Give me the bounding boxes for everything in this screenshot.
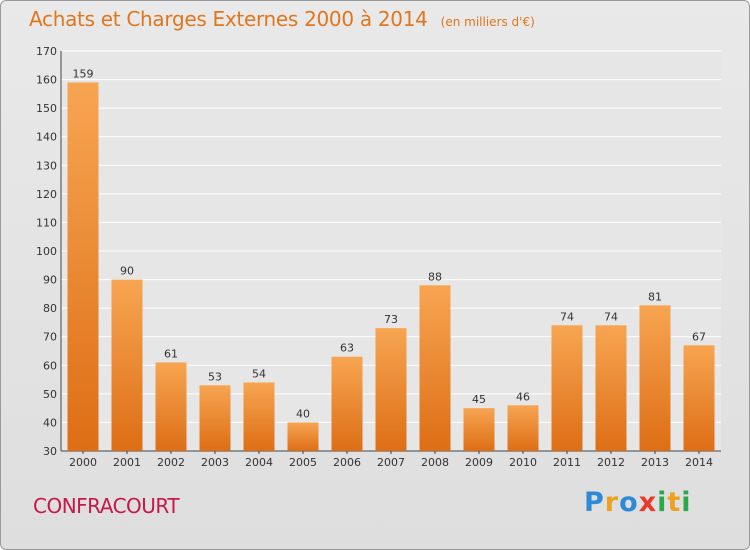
data-label: 90 xyxy=(120,265,134,278)
bar xyxy=(463,408,495,451)
data-label: 54 xyxy=(252,367,266,380)
y-tick-label: 70 xyxy=(43,331,57,344)
x-tick-label: 2007 xyxy=(377,456,405,469)
y-tick-label: 130 xyxy=(36,159,57,172)
y-tick-label: 170 xyxy=(36,45,57,58)
bars xyxy=(67,82,715,451)
chart-title: Achats et Charges Externes 2000 à 2014 xyxy=(29,7,428,31)
proxiti-logo: Proxiti xyxy=(584,487,692,518)
bar xyxy=(331,356,363,451)
y-tick-label: 120 xyxy=(36,188,57,201)
y-tick-label: 80 xyxy=(43,302,57,315)
x-tick-label: 2012 xyxy=(597,456,625,469)
data-label: 61 xyxy=(164,347,178,360)
data-label: 63 xyxy=(340,342,354,355)
data-labels: 159 90 61 53 54 40 63 73 88 45 46 74 74 81 67 xyxy=(73,67,707,420)
logo-letter: i xyxy=(681,487,692,518)
x-tick-label: 2009 xyxy=(465,456,493,469)
x-tick-label: 2013 xyxy=(641,456,669,469)
data-label: 40 xyxy=(296,407,310,420)
data-label: 46 xyxy=(516,390,530,403)
bar xyxy=(67,82,99,451)
x-tick-label: 2002 xyxy=(157,456,185,469)
bar xyxy=(199,385,231,451)
x-tick-label: 2001 xyxy=(113,456,141,469)
data-label: 74 xyxy=(604,310,618,323)
data-label: 88 xyxy=(428,270,442,283)
logo-letter: P xyxy=(584,487,605,518)
x-tick-label: 2011 xyxy=(553,456,581,469)
bar xyxy=(287,422,319,451)
x-tick-label: 2000 xyxy=(69,456,97,469)
x-tick-label: 2003 xyxy=(201,456,229,469)
commune-name: CONFRACOURT xyxy=(33,494,180,518)
x-tick-label: 2014 xyxy=(685,456,713,469)
bar xyxy=(111,279,143,451)
data-label: 73 xyxy=(384,313,398,326)
bar xyxy=(155,362,187,451)
chart-title-block: Achats et Charges Externes 2000 à 2014 (… xyxy=(29,7,535,31)
x-tick-label: 2004 xyxy=(245,456,273,469)
bar xyxy=(551,325,583,451)
y-tick-label: 50 xyxy=(43,388,57,401)
y-tick-label: 160 xyxy=(36,74,57,87)
bar xyxy=(507,405,539,451)
data-label: 81 xyxy=(648,290,662,303)
y-tick-label: 60 xyxy=(43,359,57,372)
x-tick-label: 2008 xyxy=(421,456,449,469)
y-tick-label: 140 xyxy=(36,131,57,144)
bar xyxy=(243,382,275,451)
y-tick-label: 100 xyxy=(36,245,57,258)
bar xyxy=(683,345,715,451)
y-tick-label: 40 xyxy=(43,416,57,429)
bar xyxy=(419,285,451,451)
bar xyxy=(639,305,671,451)
data-label: 67 xyxy=(692,330,706,343)
logo-letter: x xyxy=(638,487,658,518)
data-label: 45 xyxy=(472,393,486,406)
y-tick-label: 30 xyxy=(43,445,57,458)
x-tick-label: 2010 xyxy=(509,456,537,469)
bar xyxy=(595,325,627,451)
y-tick-label: 150 xyxy=(36,102,57,115)
data-label: 74 xyxy=(560,310,574,323)
logo-letter: t xyxy=(667,487,682,518)
y-tick-label: 90 xyxy=(43,274,57,287)
x-tick-label: 2005 xyxy=(289,456,317,469)
chart-subtitle: (en milliers d'€) xyxy=(440,15,535,29)
logo-letter: r xyxy=(604,487,620,518)
logo-letter: i xyxy=(657,487,668,518)
data-label: 53 xyxy=(208,370,222,383)
y-tick-label: 110 xyxy=(36,216,57,229)
bar xyxy=(375,328,407,451)
data-label: 159 xyxy=(73,67,94,80)
x-tick-label: 2006 xyxy=(333,456,361,469)
logo-letter: o xyxy=(619,487,639,518)
